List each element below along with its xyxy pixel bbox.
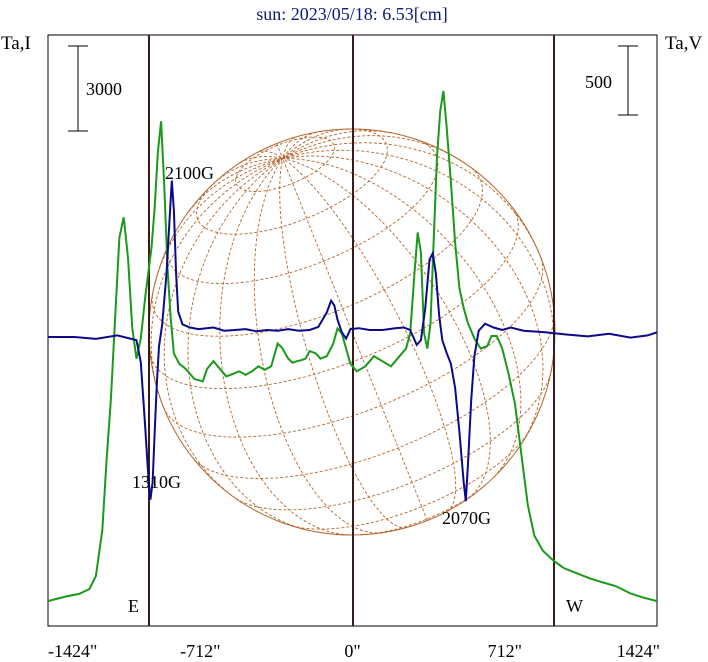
right-scale-bar: 500 — [585, 45, 638, 116]
disk-longitude-line — [282, 149, 555, 373]
disk-longitude-line — [282, 158, 457, 512]
disk-latitude-line — [163, 256, 544, 438]
left-scale-bar: 3000 — [68, 45, 122, 132]
disk-latitude-line — [235, 136, 335, 192]
disk-longitude-line — [279, 158, 408, 529]
disk-longitude-line — [282, 131, 317, 159]
disk-longitude-line — [214, 157, 283, 183]
annotation-1310g: 1310G — [132, 472, 181, 492]
chart-title: sun: 2023/05/18: 6.53[cm] — [256, 4, 448, 24]
disk-longitude-line — [253, 158, 383, 534]
disk-longitude-line — [282, 142, 541, 257]
disk-longitude-line — [259, 150, 283, 159]
disk-longitude-line — [282, 157, 522, 478]
left-scale-bar-label: 3000 — [86, 79, 122, 99]
disk-longitude-line — [282, 128, 349, 159]
disk-longitude-line — [282, 137, 295, 159]
left-axis-label: Ta,I — [1, 33, 31, 54]
x-axis-ticks: -1424" -712" 0" 712" 1424" — [48, 641, 660, 661]
disk-longitude-line — [282, 135, 461, 161]
disk-longitude-line — [282, 155, 544, 443]
disk-longitude-line — [282, 157, 491, 499]
x-tick-label: 712" — [488, 641, 522, 661]
disk-longitude-line — [185, 157, 283, 216]
polarization-series-line — [48, 180, 658, 502]
right-scale-bar-label: 500 — [585, 72, 612, 92]
solar-disk — [148, 128, 556, 536]
disk-longitude-line — [187, 158, 305, 530]
east-limb-label: E — [128, 596, 139, 616]
west-limb-label: W — [566, 596, 583, 616]
x-tick-label: -1424" — [48, 641, 97, 661]
disk-longitude-line — [282, 158, 428, 521]
annotation-2070g: 2070G — [442, 508, 491, 528]
annotation-2100g: 2100G — [165, 163, 214, 183]
x-tick-label: 0" — [344, 641, 360, 661]
disk-latitude-line — [194, 316, 555, 479]
right-axis-label: Ta,V — [665, 33, 702, 54]
disk-longitude-line — [219, 158, 349, 536]
disk-latitude-line — [235, 372, 552, 511]
x-tick-label: -712" — [180, 641, 220, 661]
disk-longitude-line — [154, 157, 283, 283]
disk-longitude-line — [282, 130, 392, 159]
disk-longitude-line — [276, 143, 284, 159]
disk-latitude-line — [167, 139, 439, 285]
disk-latitude-line — [149, 207, 519, 390]
disk-longitude-line — [163, 158, 283, 499]
x-tick-label: 1424" — [617, 641, 660, 661]
intensity-series-line — [47, 90, 658, 603]
disk-latitude-line — [291, 430, 530, 530]
disk-latitude-line — [196, 128, 388, 235]
disk-longitude-line — [239, 155, 283, 164]
